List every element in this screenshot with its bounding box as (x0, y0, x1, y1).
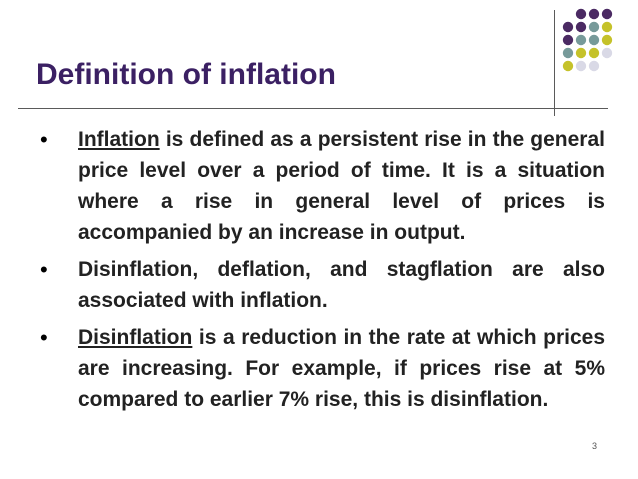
slide-title: Definition of inflation (36, 58, 336, 91)
bullet-list: • Inflation is defined as a persistent r… (40, 124, 605, 421)
decorative-dot (562, 60, 574, 72)
decorative-dot (588, 60, 600, 72)
decorative-dot (588, 34, 600, 46)
decorative-dot (562, 21, 574, 33)
underlined-term: Disinflation (78, 326, 193, 349)
decorative-dot (601, 34, 613, 46)
decorative-dot (562, 47, 574, 59)
decorative-dot (588, 21, 600, 33)
page-number: 3 (592, 441, 598, 451)
bullet-text: Inflation is defined as a persistent ris… (78, 124, 605, 248)
decorative-dot (601, 21, 613, 33)
bullet-icon: • (40, 325, 48, 350)
bullet-text: Disinflation is a reduction in the rate … (78, 322, 605, 415)
vertical-divider (554, 10, 555, 116)
bullet-body: is a reduction in the rate at which pric… (78, 326, 605, 411)
decorative-dot (601, 47, 613, 59)
bullet-body: is defined as a persistent rise in the g… (78, 128, 605, 244)
decorative-dot (575, 60, 587, 72)
decorative-dot (575, 34, 587, 46)
decorative-dot (601, 8, 613, 20)
decorative-dot (562, 34, 574, 46)
underlined-term: Inflation (78, 128, 160, 151)
bullet-item: • Disinflation, deflation, and stagflati… (40, 254, 605, 316)
decorative-dot (575, 47, 587, 59)
decorative-dot (588, 8, 600, 20)
decorative-dot (588, 47, 600, 59)
bullet-icon: • (40, 127, 48, 152)
bullet-text: Disinflation, deflation, and stagflation… (78, 254, 605, 316)
bullet-item: • Disinflation is a reduction in the rat… (40, 322, 605, 415)
decorative-dot (575, 21, 587, 33)
bullet-body: Disinflation, deflation, and stagflation… (78, 258, 605, 312)
decorative-dot (575, 8, 587, 20)
bullet-item: • Inflation is defined as a persistent r… (40, 124, 605, 248)
decorative-dot-grid (562, 8, 613, 72)
bullet-icon: • (40, 257, 48, 282)
title-underline (18, 108, 608, 109)
